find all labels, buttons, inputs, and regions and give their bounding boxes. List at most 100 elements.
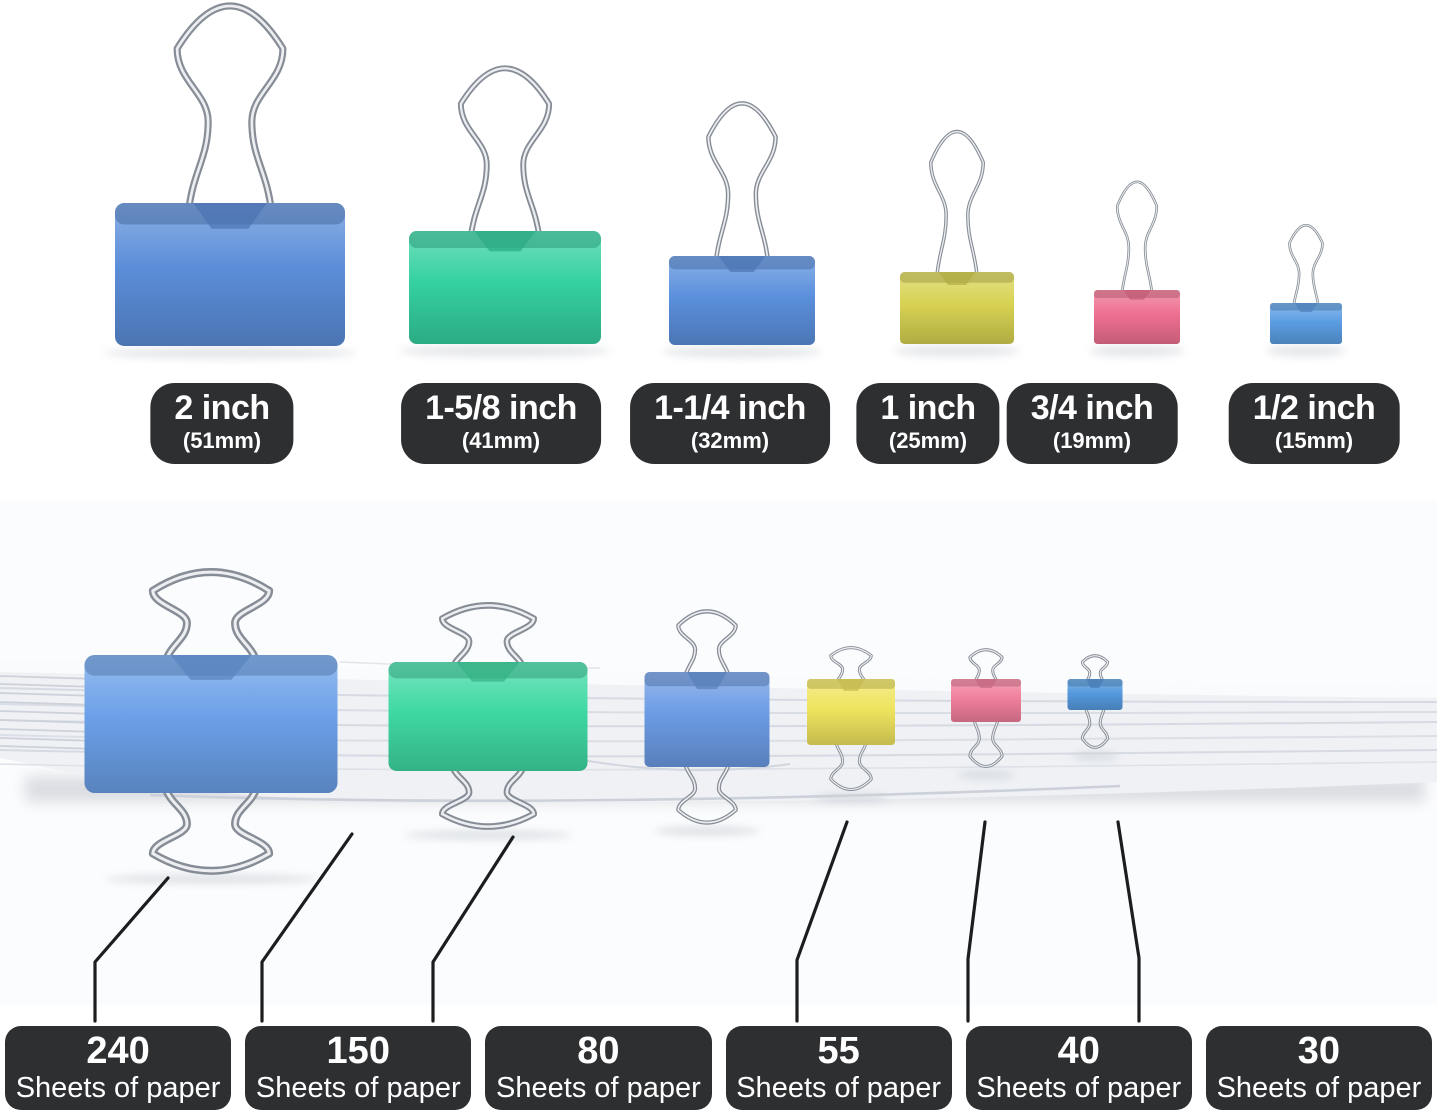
wire-loop-shadow bbox=[654, 826, 760, 836]
clip-body bbox=[644, 672, 770, 767]
clip-crimp-notch bbox=[474, 231, 536, 252]
clip-wire-highlight bbox=[440, 604, 536, 671]
binder-clip-size-6 bbox=[1266, 223, 1346, 357]
clip-crimp-notch bbox=[974, 679, 998, 688]
capacity-label-55: 55 Sheets of paper bbox=[725, 1026, 952, 1110]
size-label-1-inch: 1 inch (25mm) bbox=[856, 383, 1000, 464]
leader-line-6 bbox=[1116, 820, 1141, 1023]
clip-body bbox=[115, 203, 345, 346]
clip-crimp-notch bbox=[1123, 290, 1151, 300]
clip-wire-highlight bbox=[1288, 224, 1324, 312]
binder-clip-size-5 bbox=[1089, 180, 1185, 357]
clip-crimp-notch bbox=[718, 256, 766, 273]
capacity-label-80: 80 Sheets of paper bbox=[485, 1026, 712, 1110]
clip-wire-highlight bbox=[1081, 655, 1109, 687]
sheet-count: 40 bbox=[1057, 1030, 1100, 1072]
clip-wire-highlight bbox=[151, 786, 271, 873]
size-value: 1/2 inch bbox=[1252, 389, 1376, 427]
wire-loop-shadow bbox=[814, 793, 888, 803]
capacity-label-150: 150 Sheets of paper bbox=[245, 1026, 472, 1110]
clip-wire-highlight bbox=[969, 716, 1003, 768]
capacity-label-40: 40 Sheets of paper bbox=[965, 1026, 1192, 1110]
wire-loop-shadow bbox=[1071, 751, 1119, 761]
clip-body bbox=[951, 679, 1021, 722]
clip-wire-highlight bbox=[459, 67, 551, 241]
binder-clip-on-paper-5 bbox=[951, 648, 1021, 780]
clip-wire-highlight bbox=[930, 131, 984, 281]
wire-loop-shadow bbox=[956, 770, 1016, 780]
clip-crimp-notch bbox=[938, 272, 976, 285]
clip-crimp-notch bbox=[193, 203, 267, 229]
clip-shadow bbox=[661, 346, 823, 358]
paper-sheet-line bbox=[559, 755, 791, 772]
sheet-count: 150 bbox=[326, 1030, 390, 1072]
size-mm: (19mm) bbox=[1052, 427, 1132, 453]
wire-loop-shadow bbox=[104, 874, 318, 884]
clip-crimp-notch bbox=[836, 679, 866, 691]
clip-body bbox=[409, 231, 601, 344]
clip-body bbox=[84, 655, 338, 793]
size-label-3-4-inch: 3/4 inch (19mm) bbox=[1006, 383, 1178, 464]
wire-loop-shadow bbox=[404, 830, 572, 840]
clip-body bbox=[1094, 290, 1180, 344]
capacity-labels-row: 240 Sheets of paper 150 Sheets of paper … bbox=[0, 1026, 1437, 1110]
clip-wire-highlight bbox=[677, 761, 737, 824]
binder-clip-size-1 bbox=[103, 2, 357, 359]
capacity-label-240: 240 Sheets of paper bbox=[5, 1026, 232, 1110]
size-label-1-1-4-inch: 1-1/4 inch (32mm) bbox=[630, 383, 830, 464]
clip-shadow bbox=[894, 345, 1020, 357]
clip-shadow bbox=[399, 345, 611, 357]
size-value: 3/4 inch bbox=[1030, 389, 1154, 427]
clip-wire-handle bbox=[173, 2, 287, 215]
clip-crimp-notch bbox=[170, 655, 252, 680]
capacity-label-30: 30 Sheets of paper bbox=[1205, 1026, 1433, 1110]
clip-body bbox=[900, 272, 1014, 344]
leader-line-5 bbox=[966, 820, 987, 1023]
binder-clip-size-2 bbox=[399, 65, 611, 357]
clip-wire-handle bbox=[1288, 223, 1324, 313]
clip-wire-highlight bbox=[175, 4, 285, 213]
sheet-caption: Sheets of paper bbox=[1216, 1071, 1422, 1104]
clip-wire-highlight bbox=[969, 649, 1003, 687]
size-label-1-2-inch: 1/2 inch (15mm) bbox=[1228, 383, 1400, 464]
sheet-caption: Sheets of paper bbox=[736, 1071, 941, 1104]
clip-wire-highlight bbox=[1081, 704, 1109, 748]
binder-clip-size-4 bbox=[894, 130, 1020, 357]
sheet-count: 80 bbox=[577, 1030, 620, 1072]
clip-wire-highlight bbox=[440, 764, 536, 828]
leader-line-3 bbox=[431, 835, 515, 1023]
sheet-count: 240 bbox=[86, 1030, 150, 1072]
size-label-2-inch: 2 inch (51mm) bbox=[150, 383, 294, 464]
sheet-caption: Sheets of paper bbox=[496, 1071, 701, 1104]
binder-clip-on-paper-4 bbox=[807, 646, 895, 803]
binder-clip-size-3 bbox=[661, 101, 823, 358]
leader-line-4 bbox=[795, 820, 849, 1023]
sheet-count: 55 bbox=[817, 1030, 860, 1072]
size-value: 1 inch bbox=[880, 389, 976, 427]
clip-wire-highlight bbox=[707, 102, 777, 265]
binder-clip-on-paper-6 bbox=[1067, 654, 1123, 761]
size-mm: (32mm) bbox=[690, 427, 770, 453]
paper-sheet-line bbox=[149, 784, 1121, 802]
leader-line-2 bbox=[260, 832, 354, 1023]
clip-wire-highlight bbox=[830, 739, 872, 791]
sheet-caption: Sheets of paper bbox=[976, 1071, 1182, 1104]
clip-crimp-notch bbox=[456, 662, 520, 682]
clip-wire-highlight bbox=[830, 647, 872, 687]
clip-crimp-notch bbox=[687, 672, 727, 690]
clip-crimp-notch bbox=[1086, 679, 1104, 688]
clip-wire-highlight bbox=[677, 610, 737, 680]
clip-wire-handle bbox=[457, 65, 553, 242]
size-value: 1-1/4 inch bbox=[654, 389, 806, 427]
clip-shadow bbox=[103, 347, 357, 359]
binder-clip-on-paper-2 bbox=[388, 602, 588, 840]
clip-wire-highlight bbox=[1116, 181, 1158, 299]
size-mm: (25mm) bbox=[888, 427, 968, 453]
sheet-count: 30 bbox=[1297, 1030, 1341, 1072]
binder-clip-on-paper-3 bbox=[644, 609, 770, 836]
size-value: 1-5/8 inch bbox=[425, 389, 577, 427]
size-label-1-5-8-inch: 1-5/8 inch (41mm) bbox=[401, 383, 601, 464]
clip-body bbox=[807, 679, 895, 745]
